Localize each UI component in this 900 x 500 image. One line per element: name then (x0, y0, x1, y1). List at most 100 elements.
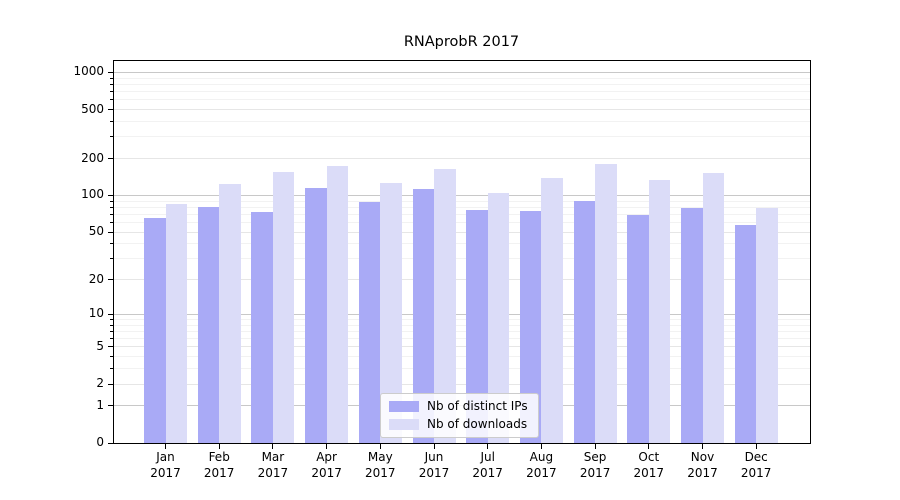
bar-distinct-ips-jun (412, 188, 434, 443)
minor-gridline (113, 206, 810, 208)
minor-gridline (113, 338, 810, 340)
y-tick (108, 158, 113, 160)
plot-area (113, 60, 810, 443)
x-tick-label-sep: Sep 2017 (579, 450, 611, 480)
minor-gridline (113, 222, 810, 223)
bar-distinct-ips-nov (681, 207, 703, 443)
x-tick (326, 444, 328, 449)
y-minor-tick (110, 213, 113, 215)
y-minor-tick (110, 121, 113, 122)
y-minor-tick (110, 206, 113, 208)
y-minor-tick (110, 91, 113, 93)
bar-downloads-dec (756, 207, 778, 443)
y-minor-tick (110, 368, 113, 370)
minor-gridline (113, 200, 810, 202)
y-minor-tick (110, 136, 113, 138)
left-spine (113, 60, 114, 444)
y-minor-tick (110, 83, 113, 85)
legend: Nb of distinct IPs Nb of downloads (380, 393, 539, 438)
x-tick (540, 444, 542, 449)
y-minor-tick (110, 324, 113, 326)
chart-title: RNAprobR 2017 (403, 34, 520, 50)
gridline (113, 346, 810, 348)
y-tick-label: 20 (88, 271, 104, 286)
y-tick (108, 383, 113, 385)
y-minor-tick (110, 99, 113, 101)
y-tick (108, 109, 113, 111)
minor-gridline (113, 99, 810, 101)
y-minor-tick (110, 243, 113, 245)
gridline (113, 383, 810, 385)
bar-downloads-aug (541, 178, 563, 443)
y-minor-tick (110, 338, 113, 340)
bottom-spine (113, 443, 811, 444)
y-minor-tick (110, 258, 113, 260)
minor-gridline (113, 83, 810, 85)
y-tick-label: 500 (81, 101, 104, 116)
x-tick (218, 444, 220, 449)
x-tick-label-feb: Feb 2017 (203, 450, 235, 480)
x-tick-label-apr: Apr 2017 (311, 450, 342, 480)
x-tick-label-jun: Jun 2017 (418, 450, 450, 480)
bar-downloads-jun (434, 169, 456, 443)
y-tick (108, 313, 113, 315)
gridline (113, 71, 810, 73)
minor-gridline (113, 136, 810, 138)
right-spine (810, 60, 811, 444)
gridline (113, 313, 810, 315)
bar-downloads-mar (272, 171, 295, 443)
minor-gridline (113, 368, 810, 370)
bar-downloads-jan (165, 204, 187, 443)
bar-distinct-ips-jan (144, 218, 166, 443)
gridline (113, 279, 810, 281)
y-minor-tick (110, 319, 113, 320)
x-tick-label-jul: Jul 2017 (472, 450, 503, 480)
gridline (113, 109, 810, 111)
bar-distinct-ips-apr (305, 188, 327, 443)
legend-entry-distinct-ips: Nb of distinct IPs (389, 399, 528, 413)
x-tick (433, 444, 435, 449)
y-tick (108, 442, 113, 444)
bar-downloads-oct (648, 179, 671, 443)
minor-gridline (113, 330, 810, 332)
y-minor-tick (110, 356, 113, 358)
y-minor-tick (110, 77, 113, 79)
y-tick (108, 194, 113, 196)
x-tick-label-mar: Mar 2017 (257, 450, 289, 480)
x-tick (272, 444, 274, 449)
y-tick (108, 346, 113, 348)
bar-downloads-nov (702, 172, 724, 443)
legend-swatch-distinct-ips (389, 400, 419, 412)
y-tick-label: 10 (88, 306, 104, 321)
x-tick (487, 444, 489, 449)
x-tick (702, 444, 703, 449)
x-tick (379, 444, 381, 449)
minor-gridline (113, 356, 810, 358)
x-tick-label-jan: Jan 2017 (150, 450, 181, 480)
x-tick-label-dec: Dec 2017 (740, 450, 772, 480)
minor-gridline (113, 121, 810, 122)
y-minor-tick (110, 200, 113, 202)
legend-label-distinct-ips: Nb of distinct IPs (427, 399, 528, 413)
minor-gridline (113, 91, 810, 93)
y-tick-label: 1 (96, 397, 104, 412)
minor-gridline (113, 258, 810, 260)
bar-distinct-ips-may (358, 201, 381, 443)
x-tick-label-oct: Oct 2017 (633, 450, 665, 480)
minor-gridline (113, 319, 810, 320)
bar-distinct-ips-oct (627, 215, 649, 443)
gridline (113, 158, 810, 160)
bar-downloads-sep (595, 164, 617, 443)
legend-label-downloads: Nb of downloads (427, 417, 528, 431)
y-tick-label: 1000 (73, 64, 104, 79)
y-tick-label: 2 (96, 376, 104, 391)
top-spine (113, 60, 811, 61)
y-tick-label: 5 (96, 338, 104, 353)
x-tick-label-aug: Aug 2017 (526, 450, 557, 480)
bar-downloads-may (380, 183, 402, 443)
y-tick (108, 405, 113, 407)
bar-distinct-ips-jul (466, 210, 488, 443)
x-tick (648, 444, 650, 449)
y-tick-label: 200 (81, 150, 104, 165)
